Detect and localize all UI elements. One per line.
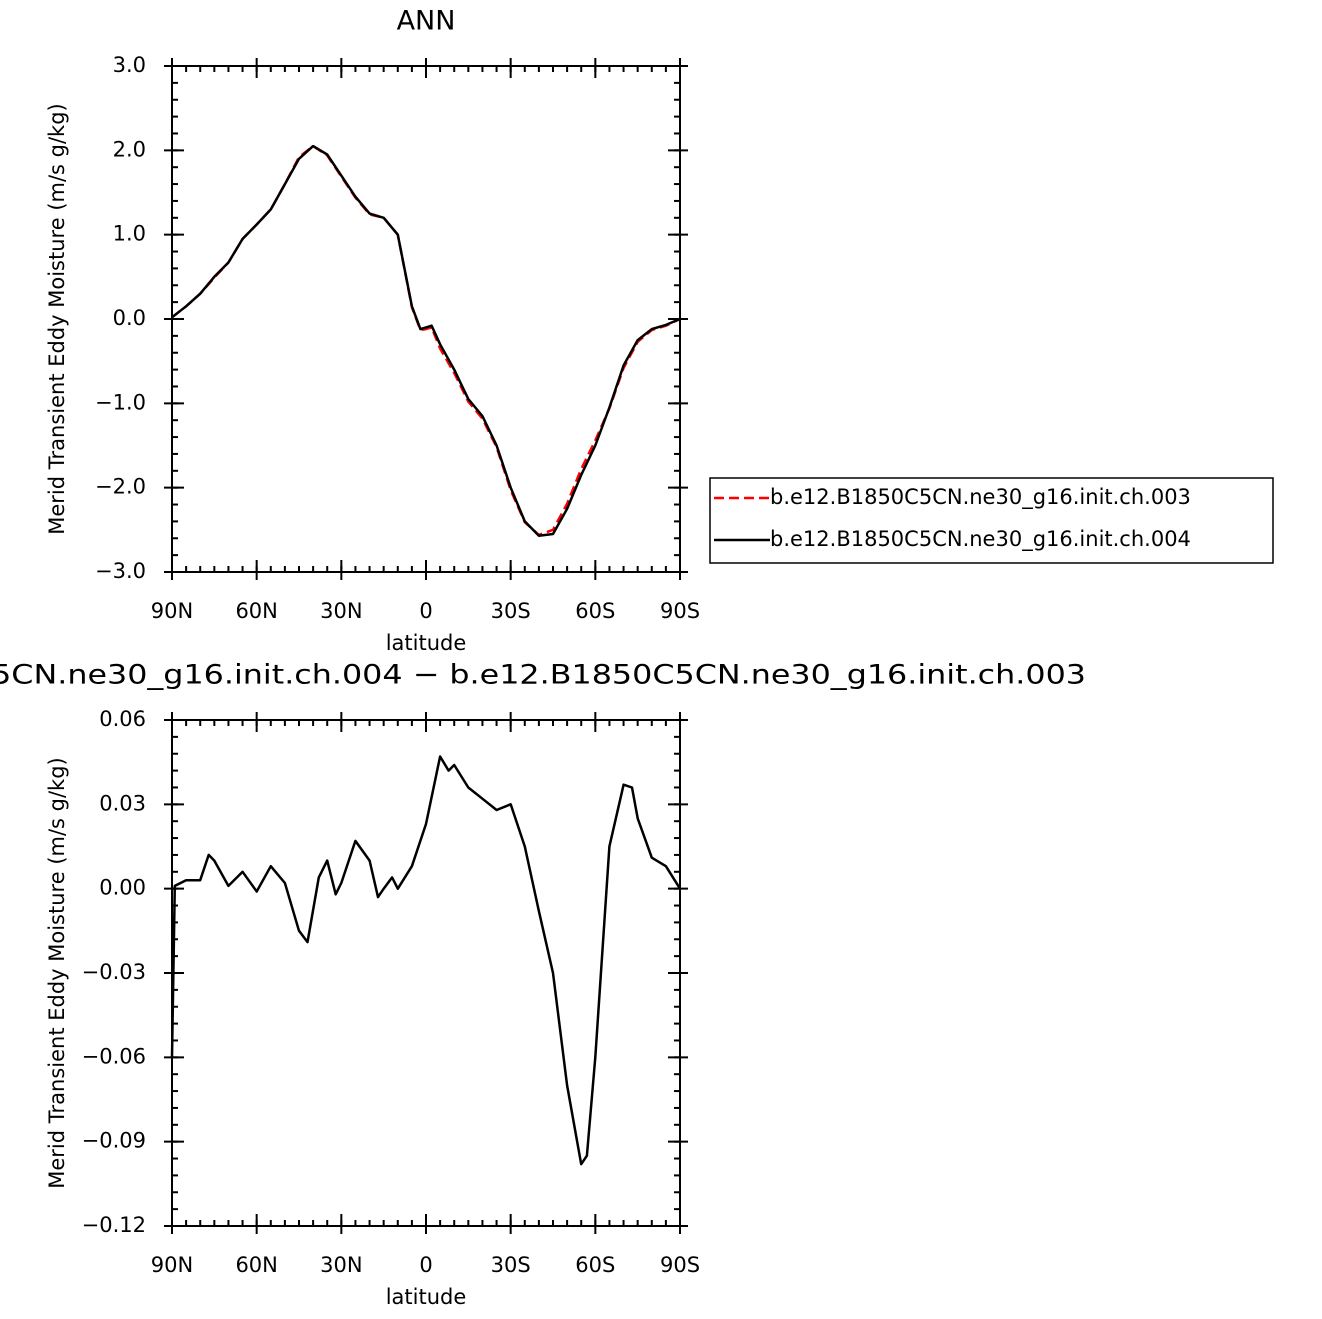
y-tick-label: 3.0 (113, 53, 146, 77)
x-tick-label: 60N (235, 1253, 277, 1277)
y-tick-label: 1.0 (113, 222, 146, 246)
legend-box (709, 477, 1274, 564)
y-tick-label: −1.0 (95, 390, 146, 414)
chart-title: b.e12.B1850C5CN.ne30_g16.init.ch.004 − b… (0, 660, 1086, 691)
x-axis-label: latitude (386, 1285, 467, 1309)
x-tick-label: 30S (491, 1253, 531, 1277)
y-tick-label: 0.06 (99, 707, 146, 731)
plot-frame (171, 65, 681, 573)
x-tick-label: 30N (320, 599, 362, 623)
x-tick-label: 0 (419, 599, 432, 623)
x-tick-label: 90S (660, 1253, 700, 1277)
x-axis-label: latitude (386, 631, 467, 655)
x-tick-label: 90N (151, 1253, 193, 1277)
y-tick-label: −0.09 (82, 1129, 146, 1153)
y-tick-label: −0.06 (82, 1044, 146, 1068)
x-tick-label: 30S (491, 599, 531, 623)
x-tick-label: 60S (575, 1253, 615, 1277)
data-line (170, 755, 682, 1166)
y-axis-label: Merid Transient Eddy Moisture (m/s g/kg) (45, 757, 69, 1189)
y-tick-label: −3.0 (95, 559, 146, 583)
x-tick-label: 90S (660, 599, 700, 623)
legend-label: b.e12.B1850C5CN.ne30_g16.init.ch.004 (770, 527, 1191, 552)
data-line (171, 144, 681, 537)
y-tick-label: −0.12 (82, 1213, 146, 1237)
x-tick-label: 0 (419, 1253, 432, 1277)
y-tick-label: 2.0 (113, 137, 146, 161)
y-tick-label: 0.0 (113, 306, 146, 330)
x-tick-label: 60S (575, 599, 615, 623)
plot-frame (171, 719, 681, 1227)
y-tick-label: −0.03 (82, 960, 146, 984)
data-line (171, 144, 681, 537)
x-tick-label: 30N (320, 1253, 362, 1277)
y-tick-label: 0.00 (99, 876, 146, 900)
x-tick-label: 60N (235, 599, 277, 623)
y-tick-label: −2.0 (95, 475, 146, 499)
x-tick-label: 90N (151, 599, 193, 623)
y-axis-label: Merid Transient Eddy Moisture (m/s g/kg) (45, 103, 69, 535)
chart-title: ANN (397, 6, 456, 37)
y-tick-label: 0.03 (99, 791, 146, 815)
legend-label: b.e12.B1850C5CN.ne30_g16.init.ch.003 (770, 485, 1191, 510)
